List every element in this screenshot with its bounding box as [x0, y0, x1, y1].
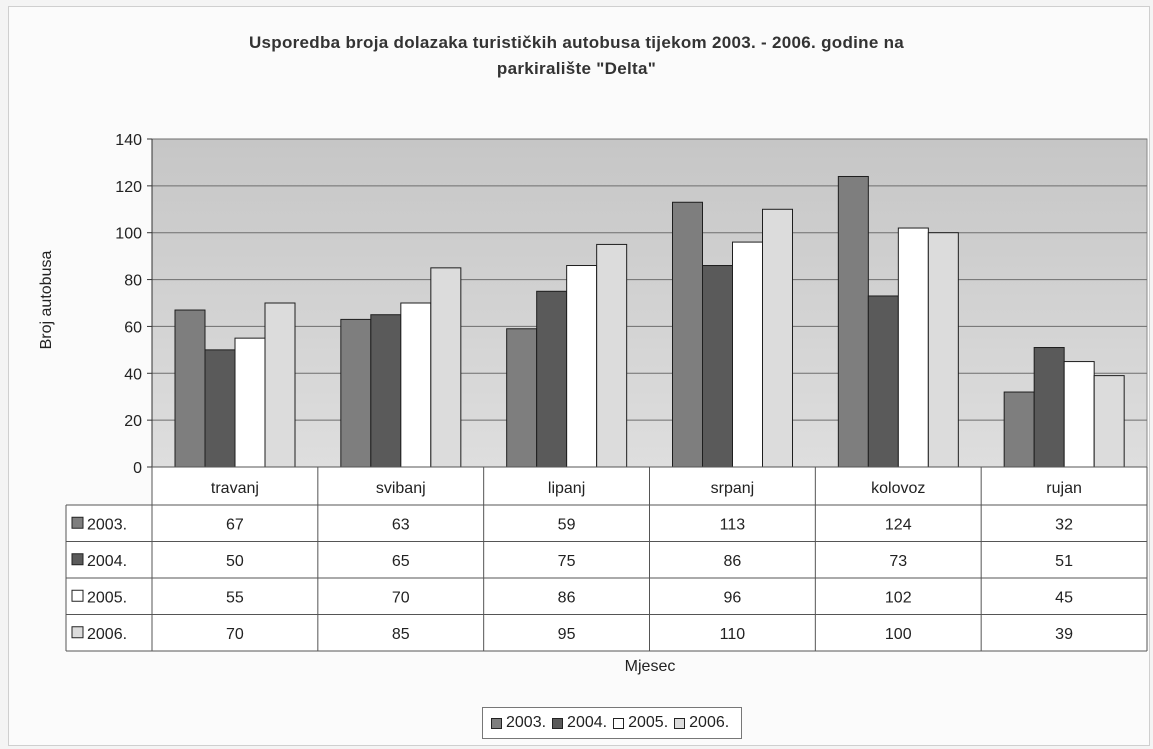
- data-label: 45: [1055, 589, 1073, 606]
- bar: [837, 175, 869, 468]
- data-label: 95: [558, 626, 576, 643]
- y-tick-label: 20: [124, 413, 142, 430]
- legend-label: 2003.: [506, 714, 547, 731]
- legend-label: 2004.: [567, 714, 608, 731]
- legend-label: 2005.: [628, 714, 669, 731]
- y-tick-label: 100: [115, 226, 142, 243]
- bar: [1093, 375, 1125, 468]
- x-axis-label: Mjesec: [624, 658, 676, 675]
- legend-entry: 2006.: [674, 714, 729, 732]
- data-label: 86: [558, 589, 576, 606]
- data-label: 55: [226, 589, 244, 606]
- legend-swatch: [552, 717, 564, 729]
- table-series-swatch: [71, 553, 84, 566]
- x-tick-label: lipanj: [548, 480, 585, 497]
- bar: [204, 349, 236, 468]
- table-series-swatch: [71, 626, 84, 639]
- bar: [732, 241, 763, 468]
- x-tick-label: kolovoz: [871, 480, 925, 497]
- legend-swatch: [613, 717, 625, 729]
- y-tick-label: 40: [124, 366, 142, 383]
- legend-label: 2006.: [689, 714, 730, 731]
- plot-area: [151, 138, 1148, 468]
- bar: [340, 318, 372, 468]
- data-label: 50: [226, 553, 244, 570]
- bar: [1003, 391, 1035, 468]
- bar: [1033, 347, 1065, 468]
- data-label: 65: [392, 553, 410, 570]
- table-series-label: 2003.: [87, 516, 127, 533]
- bar: [702, 265, 733, 468]
- data-label: 73: [889, 553, 907, 570]
- data-label: 102: [885, 589, 912, 606]
- legend-entry: 2003.: [491, 714, 546, 732]
- bar: [536, 290, 568, 468]
- y-tick-label: 0: [133, 460, 142, 477]
- chart-title-line-1: Usporedba broja dolazaka turističkih aut…: [248, 33, 905, 52]
- bar: [897, 227, 929, 468]
- bar: [927, 232, 959, 468]
- y-tick-label: 60: [124, 319, 142, 336]
- bar: [234, 337, 266, 468]
- legend-swatch: [674, 717, 686, 729]
- data-label: 85: [392, 626, 410, 643]
- legend-entry: 2004.: [552, 714, 607, 732]
- legend-swatch: [491, 717, 502, 729]
- x-tick-label: travanj: [211, 480, 259, 497]
- data-label: 67: [226, 516, 244, 533]
- data-label: 86: [724, 553, 742, 570]
- data-label: 32: [1055, 516, 1073, 533]
- table-series-label: 2004.: [87, 553, 127, 570]
- x-tick-label: srpanj: [711, 480, 755, 497]
- bar: [506, 328, 538, 468]
- table-series-swatch: [71, 516, 84, 529]
- data-label: 63: [392, 516, 410, 533]
- chart-title-line-2: parkiralište "Delta": [496, 59, 657, 78]
- data-label: 124: [885, 516, 912, 533]
- bar: [370, 314, 402, 468]
- y-tick-label: 120: [115, 179, 142, 196]
- data-label: 75: [558, 553, 576, 570]
- data-label: 96: [724, 589, 742, 606]
- bar: [264, 302, 296, 468]
- chart-legend: 2003. 2004. 2005. 2006.: [482, 707, 743, 739]
- data-label: 110: [720, 626, 746, 643]
- y-tick-label: 80: [124, 273, 142, 290]
- data-label: 113: [720, 516, 746, 533]
- data-label: 51: [1055, 553, 1073, 570]
- bar: [430, 267, 462, 468]
- data-label: 70: [226, 626, 244, 643]
- bar: [672, 201, 703, 468]
- legend-entry: 2005.: [613, 714, 668, 732]
- bar: [762, 208, 793, 468]
- x-tick-label: rujan: [1046, 480, 1082, 497]
- bar: [174, 309, 206, 468]
- bar: [400, 302, 432, 468]
- y-axis-label: Broj autobusa: [38, 250, 55, 350]
- data-label: 100: [885, 626, 912, 643]
- x-tick-label: svibanj: [376, 480, 426, 497]
- table-series-label: 2006.: [87, 626, 127, 643]
- data-label: 39: [1055, 626, 1073, 643]
- table-series-label: 2005.: [87, 589, 127, 606]
- bar: [867, 295, 899, 468]
- data-label: 70: [392, 589, 410, 606]
- bar: [566, 265, 598, 468]
- y-tick-label: 140: [115, 132, 142, 149]
- data-label: 59: [558, 516, 576, 533]
- bar: [1063, 361, 1095, 468]
- table-series-swatch: [71, 589, 84, 602]
- bar: [596, 243, 628, 468]
